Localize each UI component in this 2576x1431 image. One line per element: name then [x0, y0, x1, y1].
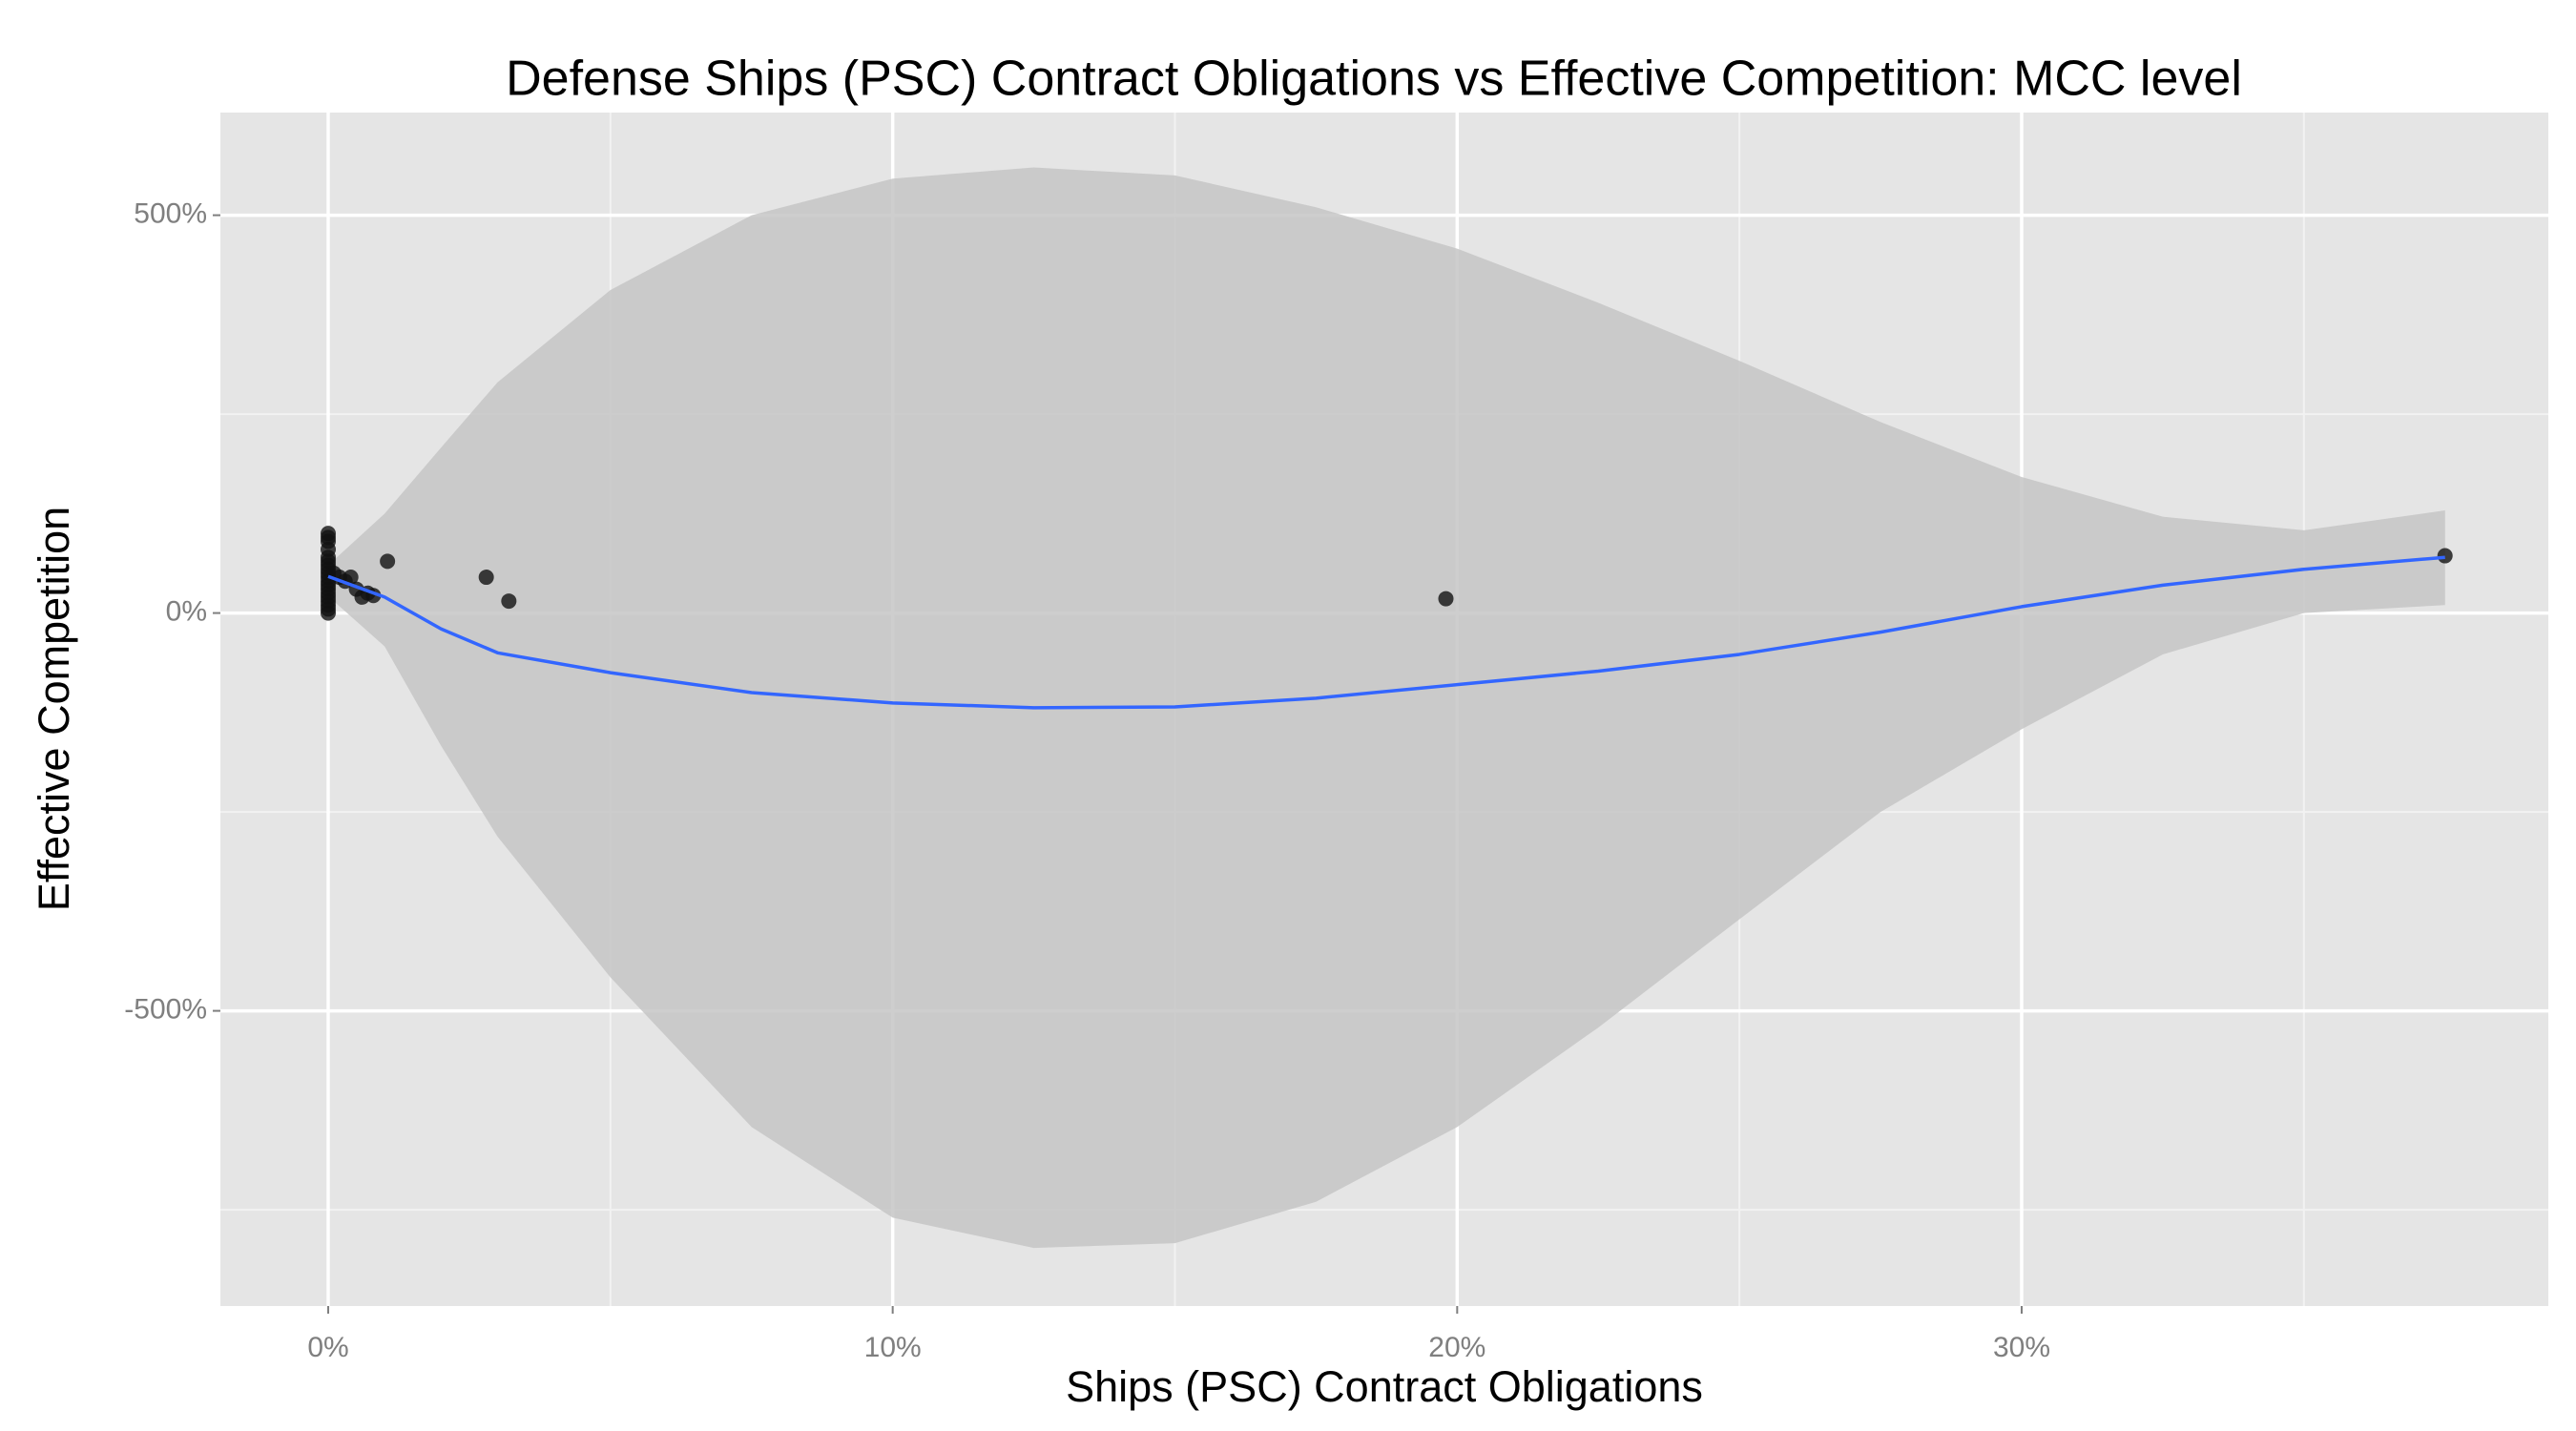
data-layer: [321, 167, 2453, 1249]
data-point: [478, 570, 494, 586]
x-tick-label: 20%: [1428, 1332, 1485, 1363]
chart-title: Defense Ships (PSC) Contract Obligations…: [506, 52, 2242, 107]
y-tick-label: 0%: [166, 596, 207, 628]
data-point: [343, 570, 359, 586]
data-point: [501, 593, 517, 610]
confidence-band: [328, 167, 2445, 1249]
x-tick-label: 10%: [864, 1332, 922, 1363]
data-point: [380, 553, 396, 570]
x-axis-title: Ships (PSC) Contract Obligations: [1066, 1362, 1703, 1411]
data-point: [321, 605, 337, 621]
y-axis-title: Effective Competition: [30, 507, 78, 911]
x-tick-label: 30%: [1993, 1332, 2050, 1363]
y-tick-label: -500%: [124, 994, 207, 1026]
data-point: [1438, 591, 1454, 607]
smooth-line: [327, 555, 2445, 710]
data-point: [2437, 548, 2453, 564]
y-tick-label: 500%: [134, 198, 207, 230]
x-tick-label: 0%: [307, 1332, 348, 1363]
